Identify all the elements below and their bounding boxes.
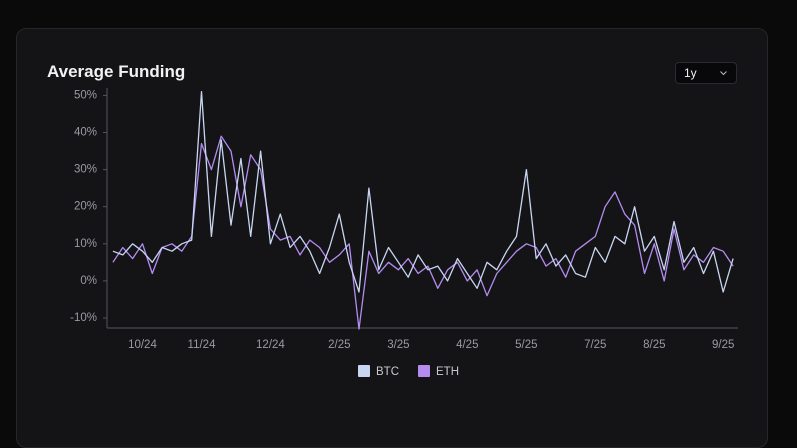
- legend-swatch: [358, 365, 370, 377]
- range-dropdown[interactable]: 1y: [675, 62, 737, 84]
- legend-swatch: [418, 365, 430, 377]
- x-tick-label: 11/24: [188, 339, 217, 351]
- x-tick-label: 8/25: [643, 339, 665, 351]
- x-tick-label: 9/25: [712, 339, 734, 351]
- line-series: [112, 135, 734, 330]
- y-tick-label: 10%: [74, 238, 97, 250]
- x-tick-label: 3/25: [387, 339, 409, 351]
- y-tick-label: 0%: [80, 275, 97, 287]
- legend-label: ETH: [436, 366, 459, 378]
- y-tick-label: 50%: [74, 89, 97, 101]
- x-tick-label: 12/24: [256, 339, 285, 351]
- x-tick-label: 5/25: [515, 339, 537, 351]
- chart: -10% 0% 10% 20% 30% 40% 50% 10/24 11/24 12/24 2/25…: [70, 88, 738, 378]
- chart-title: Average Funding: [47, 62, 186, 81]
- y-tick-label: 40%: [74, 127, 97, 139]
- card: [16, 28, 768, 448]
- x-tick-label: 2/25: [328, 339, 350, 351]
- x-tick-label: 7/25: [584, 339, 606, 351]
- y-tick-label: 20%: [74, 201, 97, 213]
- page: {"range_selector": "1y", "chart_data": {…: [16, 28, 768, 448]
- legend-label: BTC: [376, 366, 399, 378]
- x-tick-label: 10/24: [128, 339, 157, 351]
- x-tick-label: 4/25: [456, 339, 478, 351]
- range-label: 1y: [684, 66, 697, 80]
- y-tick-label: 30%: [74, 164, 97, 176]
- line-series: [112, 91, 734, 293]
- y-tick-label: -10%: [70, 312, 97, 324]
- chevron: [720, 71, 727, 76]
